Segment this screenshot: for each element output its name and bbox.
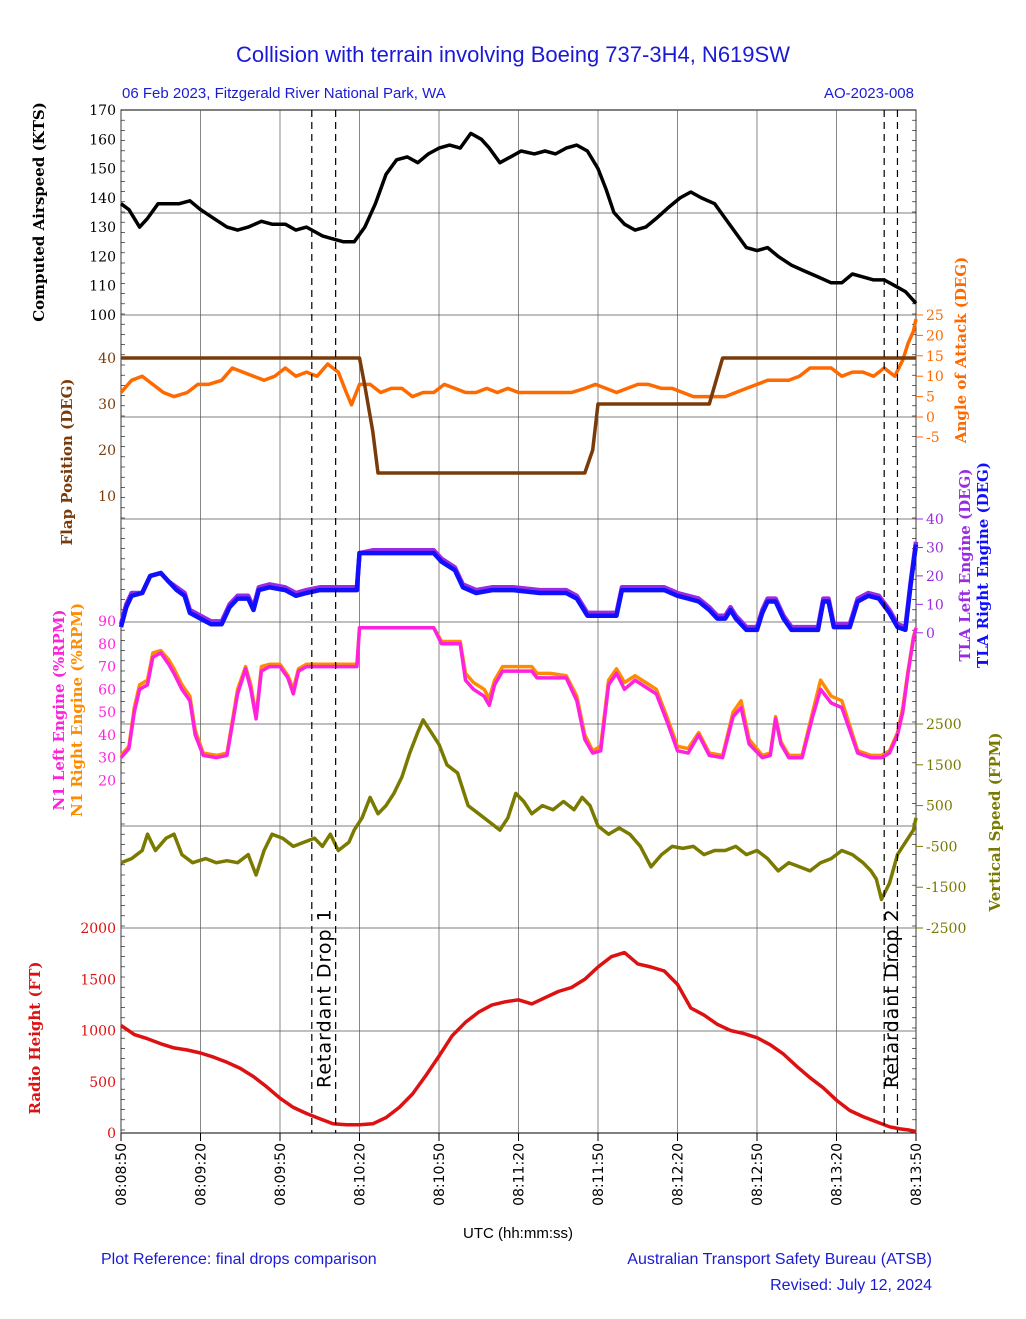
y-tick-label: 110 [89,279,116,295]
y-tick-label: 40 [926,512,944,528]
chart-subtitle-left: 06 Feb 2023, Fitzgerald River National P… [122,85,446,102]
x-tick-label: 08:09:20 [194,1143,210,1206]
chart-subtitle-right: AO-2023-008 [823,85,914,102]
y-tick-label: 0 [926,410,935,426]
x-tick-label: 08:13:50 [909,1143,925,1206]
n1-right-axis-title: N1 Right Engine (%RPM) [68,603,86,817]
grid-layer [120,109,917,1141]
radio-height-axis-title: Radio Height (FT) [26,962,44,1115]
y-tick-label: 40 [98,728,116,744]
aoa-axis-title: Angle of Attack (DEG) [952,257,970,444]
x-tick-label: 08:12:20 [671,1143,687,1206]
y-tick-label: 130 [89,220,116,236]
tla-right-axis-title: TLA Right Engine (DEG) [974,462,992,668]
x-tick-label: 08:12:50 [750,1143,766,1206]
series-layer [118,131,919,1134]
y-tick-label: 0 [107,1126,116,1142]
y-tick-label: 5 [926,390,935,406]
chart-title: Collision with terrain involving Boeing … [236,42,790,67]
y-tick-label: 90 [98,614,116,630]
y-tick-label: 120 [89,249,116,265]
y-tick-label: 20 [98,773,116,789]
y-tick-label: 30 [926,540,944,556]
revised-date: Revised: July 12, 2024 [770,1277,932,1294]
y-tick-label: 10 [926,369,944,385]
x-tick-label: 08:10:20 [353,1143,369,1206]
drop-label: Retardant Drop 2 [881,908,903,1088]
y-tick-label: 10 [98,489,116,505]
y-tick-label: 20 [926,328,944,344]
y-tick-label: 30 [98,397,116,413]
y-tick-label: 100 [89,308,116,324]
drop-label: Retardant Drop 1 [314,908,336,1088]
y-tick-label: 1500 [926,758,962,774]
y-tick-label: 80 [98,637,116,653]
axis-layer: 08:08:50 08:09:20 08:09:50 08:10:20 08:10:50… [26,102,1004,1206]
y-tick-label: 25 [926,308,944,324]
series-line-tla-right [118,544,919,633]
y-tick-label: 15 [926,349,944,365]
y-tick-label: 50 [98,705,116,721]
y-tick-label: 60 [98,682,116,698]
plot-reference: Plot Reference: final drops comparison [101,1251,377,1268]
y-tick-label: 170 [89,103,116,119]
y-tick-label: -2500 [926,921,966,937]
x-tick-label: 08:09:50 [273,1143,289,1206]
y-tick-label: -5 [926,430,940,446]
y-tick-label: 140 [89,191,116,207]
y-tick-label: 40 [98,351,116,367]
x-tick-label: 08:13:20 [830,1143,846,1206]
y-tick-label: 1500 [80,972,116,988]
annotation-layer: Retardant Drop 1 Retardant Drop 2 [311,110,903,1133]
x-tick-label: 08:11:20 [512,1143,528,1206]
n1-left-axis-title: N1 Left Engine (%RPM) [50,609,68,810]
series-line-vertical-speed [120,718,918,902]
y-tick-label: 70 [98,660,116,676]
airspeed-axis-title: Computed Airspeed (KTS) [30,102,48,322]
y-tick-label: 1000 [80,1024,116,1040]
x-axis-label: UTC (hh:mm:ss) [463,1225,573,1242]
y-tick-label: 500 [89,1075,116,1091]
y-tick-label: -1500 [926,880,966,896]
y-tick-label: 500 [926,799,953,815]
tla-left-axis-title: TLA Left Engine (DEG) [956,469,974,662]
agency-name: Australian Transport Safety Bureau (ATSB… [627,1251,932,1268]
y-tick-label: 20 [98,443,116,459]
series-line-airspeed [119,131,918,305]
y-tick-label: 30 [98,751,116,767]
y-tick-label: 160 [89,132,116,148]
series-line-n1-left [119,626,918,760]
flap-axis-title: Flap Position (DEG) [58,378,76,545]
y-tick-label: 2500 [926,717,962,733]
x-tick-label: 08:11:50 [591,1143,607,1206]
y-tick-label: 0 [926,626,935,642]
y-tick-label: 150 [89,162,116,178]
series-line-flap [121,356,916,475]
y-tick-label: -500 [926,839,957,855]
y-tick-label: 2000 [80,921,116,937]
y-tick-label: 20 [926,569,944,585]
x-tick-label: 08:10:50 [432,1143,448,1206]
y-tick-label: 10 [926,597,944,613]
series-line-aoa [119,318,918,407]
vertical-speed-axis-title: Vertical Speed (FPM) [986,733,1004,913]
x-tick-label: 08:08:50 [114,1143,130,1206]
series-line-radio-height [120,950,917,1134]
